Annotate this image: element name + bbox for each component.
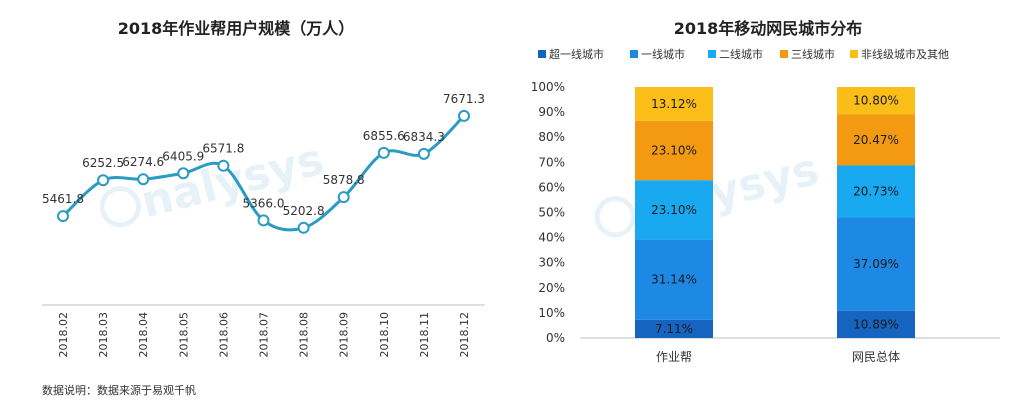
data-point-2018.09 xyxy=(337,191,350,204)
bar-segment-2-3 xyxy=(837,165,915,218)
data-point-2018.11 xyxy=(417,147,430,160)
bar-segment-1-5 xyxy=(635,87,713,121)
bar-segment-1-3 xyxy=(635,180,713,240)
data-label-2018.06: 6571.8 xyxy=(202,142,244,156)
bar-segment-2-1 xyxy=(837,310,915,338)
data-point-2018.10 xyxy=(377,146,390,159)
x-tick-2018.11: 2018.11 xyxy=(418,312,431,358)
x-tick-2018.12: 2018.12 xyxy=(458,312,471,358)
x-category-1: 作业帮 xyxy=(656,350,692,364)
data-point-2018.04 xyxy=(137,173,150,186)
data-point-2018.07 xyxy=(257,214,270,227)
bar-segment-1-1 xyxy=(635,319,713,338)
data-label-2018.05: 6405.9 xyxy=(162,149,204,163)
bar-segment-1-2 xyxy=(635,239,713,320)
bar-label-1-5: 13.12% xyxy=(651,97,697,111)
data-label-2018.02: 5461.8 xyxy=(42,192,84,206)
bar-segment-2-2 xyxy=(837,217,915,311)
bar-label-2-4: 20.47% xyxy=(853,133,899,147)
bar-label-2-5: 10.80% xyxy=(853,94,899,108)
y-tick-30%: 30% xyxy=(538,256,565,270)
x-tick-2018.08: 2018.08 xyxy=(298,312,311,358)
x-tick-2018.02: 2018.02 xyxy=(57,312,70,358)
data-label-2018.09: 5878.8 xyxy=(323,173,365,187)
x-tick-2018.03: 2018.03 xyxy=(97,312,110,358)
bar-label-2-1: 10.89% xyxy=(853,317,899,331)
legend-swatch-2 xyxy=(630,50,638,58)
legend-label-3: 二线城市 xyxy=(719,47,763,61)
line-chart-title: 2018年作业帮用户规模（万人） xyxy=(118,19,355,38)
y-tick-0%: 0% xyxy=(546,331,565,345)
x-tick-2018.06: 2018.06 xyxy=(217,312,230,358)
bar-label-1-2: 31.14% xyxy=(651,273,697,287)
y-tick-60%: 60% xyxy=(538,180,565,194)
data-point-2018.12 xyxy=(458,109,470,122)
footnote: 数据说明：数据来源于易观千帆 xyxy=(42,384,196,397)
y-tick-20%: 20% xyxy=(538,281,565,295)
bar-chart-title: 2018年移动网民城市分布 xyxy=(674,19,863,38)
bar-segment-2-4 xyxy=(837,114,915,166)
y-tick-70%: 70% xyxy=(538,155,565,169)
x-category-2: 网民总体 xyxy=(852,350,900,364)
bar-segment-1-4 xyxy=(635,120,713,181)
bar-label-1-1: 7.11% xyxy=(655,322,693,336)
x-tick-2018.04: 2018.04 xyxy=(137,312,150,358)
bar-label-1-3: 23.10% xyxy=(651,203,697,217)
legend-swatch-1 xyxy=(538,50,546,58)
y-tick-90%: 90% xyxy=(538,105,565,119)
data-point-2018.05 xyxy=(177,167,190,180)
x-tick-2018.09: 2018.09 xyxy=(338,312,351,358)
y-tick-40%: 40% xyxy=(538,231,565,245)
data-label-2018.11: 6834.3 xyxy=(403,130,445,144)
data-label-2018.08: 5202.8 xyxy=(283,204,325,218)
x-tick-2018.07: 2018.07 xyxy=(258,312,271,358)
x-tick-2018.05: 2018.05 xyxy=(177,312,190,358)
legend-label-2: 一线城市 xyxy=(641,47,685,61)
bar-segment-2-5 xyxy=(837,87,915,115)
data-label-2018.03: 6252.5 xyxy=(82,156,124,170)
legend-label-5: 非线级城市及其他 xyxy=(861,47,949,61)
legend-swatch-5 xyxy=(850,50,858,58)
y-tick-80%: 80% xyxy=(538,130,565,144)
bar-label-1-4: 23.10% xyxy=(651,143,697,157)
y-tick-50%: 50% xyxy=(538,206,565,220)
legend-swatch-3 xyxy=(708,50,716,58)
data-point-2018.08 xyxy=(297,221,310,234)
x-tick-2018.10: 2018.10 xyxy=(378,312,391,358)
data-label-2018.12: 7671.3 xyxy=(443,92,485,106)
bar-label-2-2: 37.09% xyxy=(853,257,899,271)
data-label-2018.07: 5366.0 xyxy=(243,196,285,210)
legend-swatch-4 xyxy=(780,50,788,58)
data-label-2018.04: 6274.6 xyxy=(122,155,164,169)
data-point-2018.06 xyxy=(217,159,230,172)
bar-label-2-3: 20.73% xyxy=(853,185,899,199)
data-point-2018.02 xyxy=(57,210,69,223)
y-tick-100%: 100% xyxy=(531,80,565,94)
legend-label-1: 超一线城市 xyxy=(549,47,604,61)
data-label-2018.10: 6855.6 xyxy=(363,129,405,143)
y-tick-10%: 10% xyxy=(538,306,565,320)
legend-label-4: 三线城市 xyxy=(791,47,835,61)
data-point-2018.03 xyxy=(97,174,110,187)
